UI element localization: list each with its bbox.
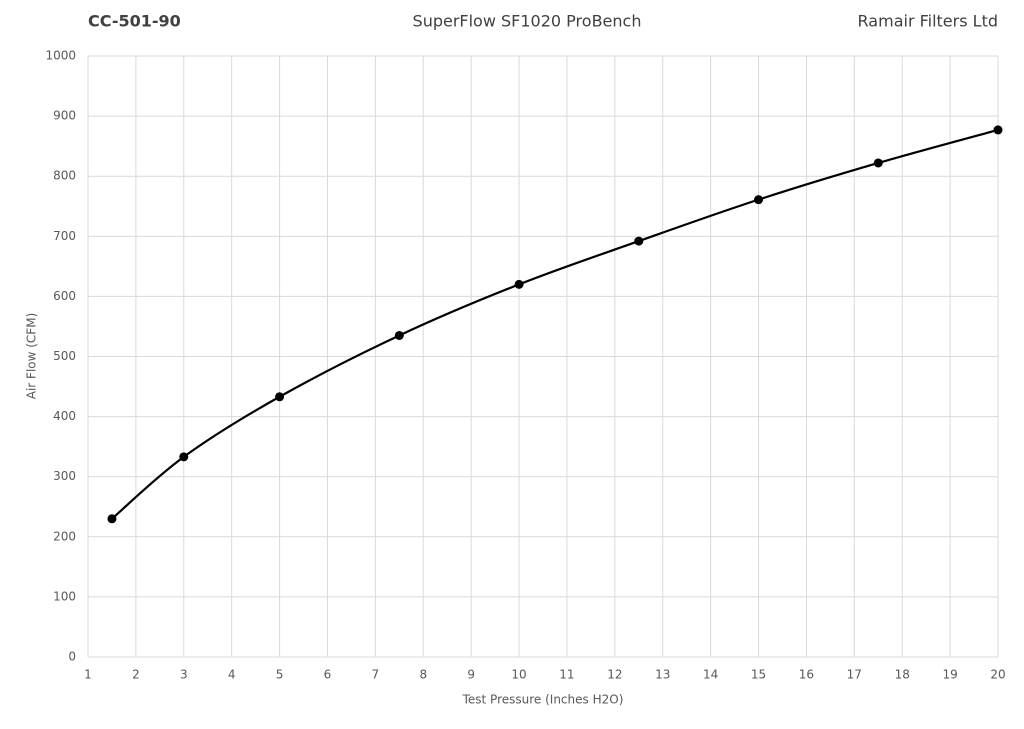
y-tick-label: 300: [53, 469, 76, 483]
y-axis-label: Air Flow (CFM): [25, 313, 39, 400]
x-tick-label: 12: [607, 668, 622, 682]
x-axis-label: Test Pressure (Inches H2O): [462, 693, 624, 707]
data-point: [873, 158, 883, 168]
x-tick-label: 13: [655, 668, 670, 682]
y-tick-label: 900: [53, 109, 76, 123]
chart-title: SuperFlow SF1020 ProBench: [413, 12, 642, 31]
data-point: [993, 125, 1003, 135]
y-tick-label: 600: [53, 289, 76, 303]
y-tick-label: 500: [53, 349, 76, 363]
data-point: [179, 452, 189, 462]
x-tick-label: 6: [324, 668, 332, 682]
y-tick-label: 0: [68, 650, 76, 664]
data-point: [754, 195, 764, 205]
x-tick-label: 15: [751, 668, 766, 682]
data-point: [394, 330, 404, 340]
x-tick-label: 7: [372, 668, 380, 682]
y-tick-label: 800: [53, 169, 76, 183]
x-tick-label: 14: [703, 668, 718, 682]
x-tick-label: 1: [84, 668, 92, 682]
x-tick-label: 8: [419, 668, 427, 682]
data-point: [275, 392, 285, 402]
y-tick-label: 200: [53, 529, 76, 543]
data-line: [111, 128, 999, 520]
data-point: [634, 236, 644, 246]
data-point: [107, 514, 117, 524]
x-tick-label: 2: [132, 668, 140, 682]
x-tick-label: 5: [276, 668, 284, 682]
x-tick-label: 4: [228, 668, 236, 682]
x-tick-label: 18: [895, 668, 910, 682]
x-tick-label: 3: [180, 668, 188, 682]
chart-code: CC-501-90: [88, 12, 181, 31]
y-tick-label: 100: [53, 589, 76, 603]
y-tick-label: 400: [53, 409, 76, 423]
x-tick-label: 20: [990, 668, 1005, 682]
y-tick-label: 1000: [45, 49, 76, 63]
x-tick-label: 10: [511, 668, 526, 682]
x-tick-label: 16: [799, 668, 814, 682]
y-tick-label: 700: [53, 229, 76, 243]
x-tick-label: 9: [467, 668, 475, 682]
x-tick-label: 11: [559, 668, 574, 682]
chart-company: Ramair Filters Ltd: [858, 12, 998, 31]
x-tick-label: 19: [942, 668, 957, 682]
x-tick-label: 17: [847, 668, 862, 682]
data-point: [514, 279, 524, 289]
